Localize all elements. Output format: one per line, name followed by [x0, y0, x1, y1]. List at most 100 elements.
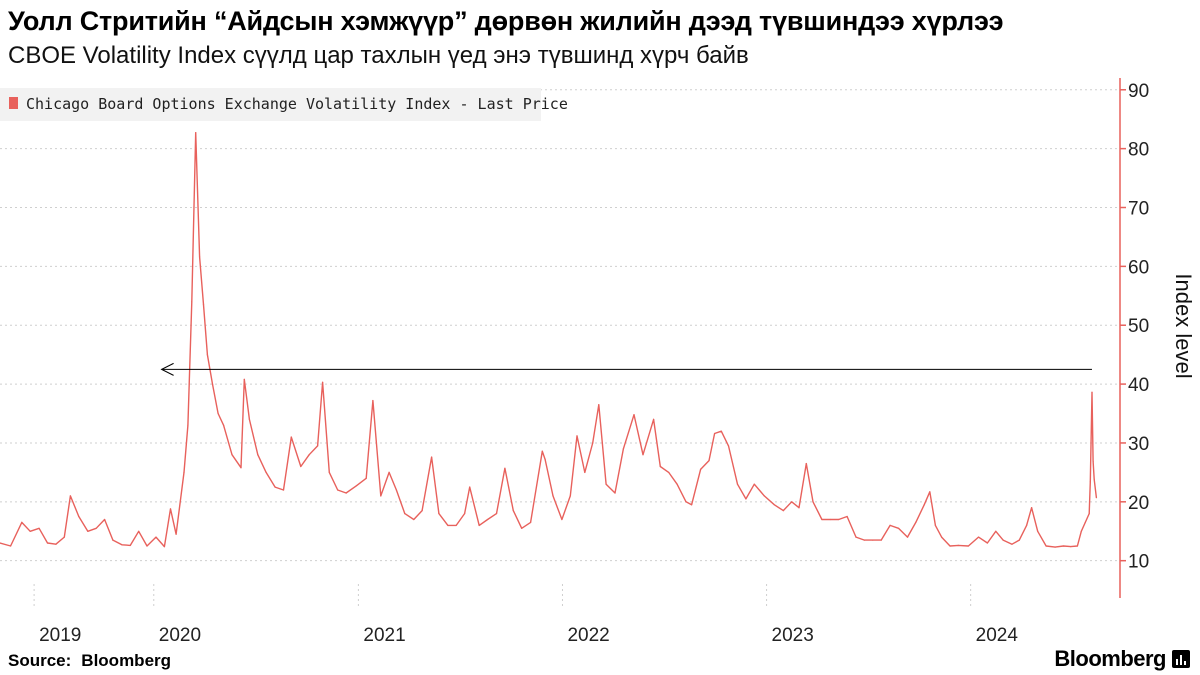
data-point	[700, 468, 702, 470]
data-point	[345, 492, 347, 494]
data-point	[995, 530, 997, 532]
data-point	[1080, 530, 1082, 532]
data-point	[138, 530, 140, 532]
data-point	[584, 471, 586, 473]
data-point	[195, 132, 197, 134]
data-point	[838, 518, 840, 521]
annotation-layer	[160, 362, 1092, 376]
data-point	[957, 544, 959, 546]
data-point	[1088, 513, 1090, 515]
data-point	[478, 524, 480, 526]
data-point	[187, 424, 189, 426]
data-point	[372, 400, 374, 402]
data-point	[175, 533, 177, 535]
data-point	[897, 527, 900, 529]
data-point	[469, 486, 471, 488]
data-point	[211, 383, 214, 385]
series-layer	[0, 132, 1098, 548]
data-point	[541, 450, 543, 452]
y-tick-label: 60	[1128, 257, 1149, 278]
data-point	[934, 524, 937, 526]
data-point	[941, 536, 943, 538]
gridlines	[0, 89, 1120, 562]
y-axis-label: Index level	[1171, 273, 1196, 378]
data-point	[1091, 391, 1093, 393]
data-point	[121, 544, 123, 546]
data-point	[1095, 497, 1097, 499]
data-point	[413, 518, 415, 521]
data-point	[104, 518, 106, 521]
data-point	[464, 513, 466, 515]
data-point	[642, 454, 644, 456]
data-point	[300, 465, 302, 468]
data-point	[317, 445, 319, 447]
data-point	[782, 510, 784, 512]
data-point	[889, 524, 891, 526]
data-point	[659, 465, 661, 468]
data-point	[1054, 546, 1056, 548]
data-point	[929, 491, 931, 493]
data-point	[257, 454, 259, 456]
data-point	[1037, 530, 1039, 532]
data-point	[155, 536, 157, 538]
data-point	[183, 471, 185, 473]
data-point	[87, 530, 89, 532]
data-point	[1093, 478, 1095, 480]
vix-line-chart: 2019 2020 2021 2022 2023 2024 10 20 30 40 50 60 70 8…	[0, 78, 1196, 646]
data-point	[676, 483, 678, 485]
data-point	[55, 543, 57, 545]
data-point	[380, 495, 382, 497]
data-point	[231, 454, 233, 456]
data-point	[576, 435, 578, 437]
data-point	[191, 301, 193, 303]
data-point	[745, 498, 747, 500]
data-point	[1045, 545, 1047, 547]
data-point	[805, 463, 807, 465]
data-point	[290, 436, 292, 438]
data-point	[69, 495, 71, 497]
data-point	[495, 513, 498, 515]
data-point	[504, 467, 506, 469]
x-tick-label: 2019	[39, 625, 81, 646]
data-point	[727, 445, 730, 447]
data-point	[1084, 521, 1086, 523]
data-point	[855, 536, 857, 538]
data-point	[708, 460, 710, 462]
data-point	[355, 485, 357, 487]
data-point	[202, 304, 205, 306]
data-point	[328, 471, 330, 473]
data-point	[821, 518, 823, 521]
data-point	[544, 458, 546, 460]
x-tick-label: 2023	[772, 625, 814, 646]
data-point	[95, 527, 97, 529]
data-point	[322, 381, 324, 383]
data-point	[812, 501, 814, 503]
data-point	[63, 536, 65, 538]
data-point	[1011, 543, 1013, 545]
data-point	[986, 542, 989, 544]
data-point	[863, 539, 866, 541]
data-point	[977, 536, 980, 538]
legend-swatch	[9, 97, 18, 109]
data-point	[592, 442, 594, 444]
x-tick-label: 2020	[159, 625, 201, 646]
data-point	[880, 539, 882, 541]
series-line	[0, 132, 1098, 548]
data-point	[404, 513, 406, 515]
data-point	[1031, 507, 1033, 509]
source-note: Source: Bloomberg	[8, 651, 171, 671]
y-tick-label: 30	[1128, 434, 1149, 455]
data-point	[282, 489, 285, 491]
x-axis-ticks: 2019 2020 2021 2022 2023 2024	[33, 584, 1018, 646]
data-point	[29, 530, 31, 532]
legend-label: Chicago Board Options Exchange Volatilit…	[26, 95, 568, 113]
source-value: Bloomberg	[81, 651, 172, 670]
data-point	[714, 432, 716, 435]
data-point	[530, 521, 532, 523]
bloomberg-terminal-icon	[1172, 650, 1190, 668]
data-point	[753, 483, 755, 485]
data-point	[967, 545, 970, 547]
data-point	[949, 545, 951, 547]
y-tick-label: 70	[1128, 199, 1149, 220]
data-point	[308, 454, 310, 456]
